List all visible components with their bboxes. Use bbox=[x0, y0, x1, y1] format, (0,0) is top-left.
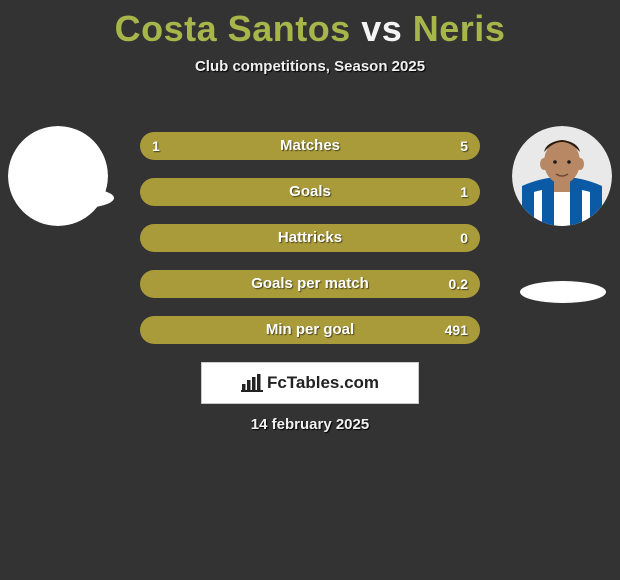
avatar-left-shadow bbox=[28, 187, 114, 209]
avatar-right bbox=[512, 126, 612, 226]
stat-label: Hattricks bbox=[140, 224, 480, 252]
stat-right-value: 5 bbox=[460, 132, 468, 160]
player-left-name: Costa Santos bbox=[115, 8, 351, 49]
stat-right-value: 1 bbox=[460, 178, 468, 206]
stat-row: Goals per match 0.2 bbox=[140, 270, 480, 298]
avatar-left bbox=[8, 126, 108, 226]
stat-label: Min per goal bbox=[140, 316, 480, 344]
stat-row: Hattricks 0 bbox=[140, 224, 480, 252]
page-title: Costa Santos vs Neris bbox=[0, 8, 620, 50]
stat-label: Matches bbox=[140, 132, 480, 160]
title-separator: vs bbox=[361, 8, 402, 49]
brand-badge: FcTables.com bbox=[201, 362, 419, 404]
stat-row: 1 Matches 5 bbox=[140, 132, 480, 160]
stat-row: Min per goal 491 bbox=[140, 316, 480, 344]
brand-text: FcTables.com bbox=[267, 373, 379, 393]
stat-bars: 1 Matches 5 Goals 1 Hattricks 0 Goals pe… bbox=[140, 132, 480, 362]
player-right-name: Neris bbox=[413, 8, 506, 49]
stat-right-value: 0 bbox=[460, 224, 468, 252]
date-text: 14 february 2025 bbox=[0, 416, 620, 433]
comparison-card: Costa Santos vs Neris Club competitions,… bbox=[0, 8, 620, 580]
stat-row: Goals 1 bbox=[140, 178, 480, 206]
avatar-right-shadow bbox=[520, 281, 606, 303]
stat-label: Goals per match bbox=[140, 270, 480, 298]
stat-right-value: 491 bbox=[445, 316, 468, 344]
bar-chart-icon bbox=[241, 374, 263, 392]
avatar-right-portrait bbox=[512, 126, 612, 226]
stat-right-value: 0.2 bbox=[449, 270, 468, 298]
subtitle-text: Club competitions, Season 2025 bbox=[0, 58, 620, 75]
avatar-left-placeholder bbox=[8, 126, 108, 226]
stat-label: Goals bbox=[140, 178, 480, 206]
